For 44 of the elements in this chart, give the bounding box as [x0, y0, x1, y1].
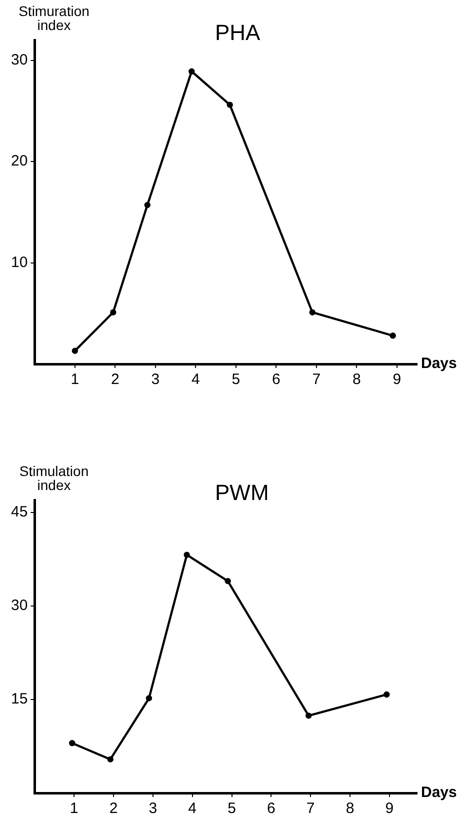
x-tick-label: 9 [392, 371, 402, 388]
point [309, 309, 316, 316]
point [390, 332, 396, 339]
x-tick-label: 3 [151, 371, 160, 388]
x-tick-label: 9 [385, 800, 394, 818]
point [144, 202, 150, 208]
x-tick-label: 2 [109, 800, 118, 818]
x-tick-label: 5 [228, 800, 236, 818]
x-tick-label: 1 [70, 800, 78, 818]
y-tick-label: 20 [10, 152, 28, 170]
x-tick-label: 5 [232, 371, 240, 388]
point [107, 756, 114, 762]
x-axis-title: Days [421, 784, 457, 801]
y-axis-title: Stimulation index [18, 463, 90, 493]
y-tick-label: 30 [10, 597, 28, 614]
x-axis-title: Days [421, 355, 457, 372]
x-tick-label: 8 [352, 371, 361, 388]
y-tick-label: 15 [10, 690, 28, 708]
point [72, 348, 78, 354]
point [110, 309, 116, 316]
x-tick-label: 6 [266, 800, 276, 818]
y-tick-label: 10 [10, 254, 28, 271]
x-tick-label: 3 [148, 800, 158, 818]
x-tick-label: 8 [346, 800, 354, 818]
point [184, 552, 190, 558]
point [188, 68, 195, 74]
x-tick-label: 2 [111, 371, 120, 388]
x-tick-label: 7 [306, 800, 315, 818]
point [224, 578, 231, 584]
point [384, 691, 390, 698]
x-tick-label: 1 [70, 371, 80, 388]
chart-title: PHA [215, 20, 260, 46]
x-tick-label: 6 [272, 371, 280, 388]
point [146, 695, 152, 702]
y-tick-label: 45 [10, 504, 28, 521]
x-tick-label: 7 [312, 371, 321, 388]
chart-title: PWM [215, 480, 269, 506]
y-axis-title: Stimuration index [18, 3, 90, 33]
x-tick-label: 4 [188, 800, 197, 818]
point [306, 712, 312, 719]
y-tick-label: 30 [10, 51, 28, 68]
point [226, 102, 233, 108]
point [69, 740, 76, 746]
x-tick-label: 4 [191, 371, 200, 388]
